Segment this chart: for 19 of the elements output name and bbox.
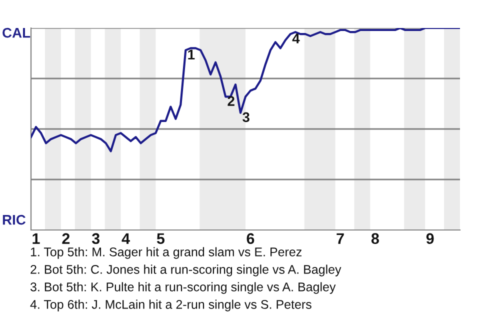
text: RIC	[2, 214, 26, 225]
text: 2. Bot 5th: C. Jones hit a run-scoring single vs A. Bagley	[30, 264, 342, 276]
x-tick-label: 4	[122, 233, 130, 244]
text: 1. Top 5th: M. Sager hit a grand slam vs E. Perez	[30, 247, 302, 259]
x-tick-label: 7	[336, 233, 344, 244]
annotation: 2	[228, 96, 234, 106]
x-tick-label: 1	[32, 233, 40, 244]
x-tick-label: 9	[426, 233, 434, 244]
text: 3. Bot 5th: K. Pulte hit a run-scoring single vs A. Bagley	[30, 282, 336, 294]
annotation: 1	[188, 50, 195, 60]
x-tick-label: 6	[246, 233, 254, 244]
x-tick-label: 5	[156, 233, 165, 244]
x-tick-label: 8	[371, 233, 379, 244]
x-tick-label: 3	[92, 233, 100, 244]
text: CAL	[2, 28, 30, 38]
annotation: 3	[242, 112, 250, 122]
x-tick-label: 2	[62, 233, 70, 244]
annotation: 4	[292, 34, 300, 44]
text: 4. Top 6th: J. McLain hit a 2-run single vs S. Peters	[30, 300, 312, 312]
